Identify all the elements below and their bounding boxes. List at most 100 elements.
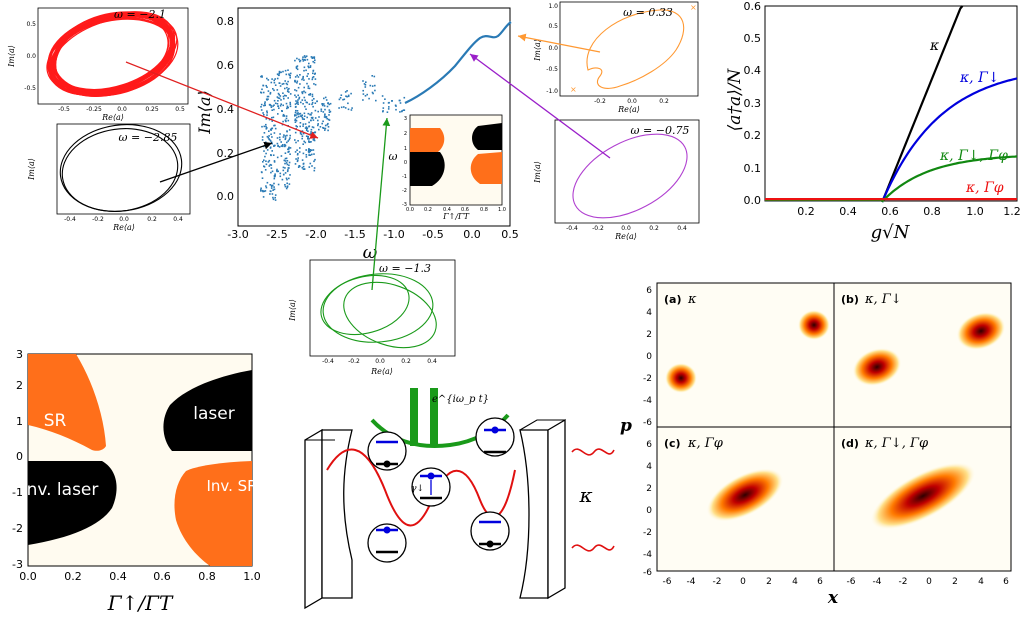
scatter-point [302, 123, 305, 125]
arrow-red [125, 61, 319, 139]
scatter-point [307, 149, 310, 151]
scatter-point [374, 84, 376, 87]
scatter-point [322, 111, 325, 113]
scatter-point [262, 161, 264, 163]
scatter-point [295, 109, 297, 112]
atom-1 [367, 431, 407, 471]
scatter-point [301, 116, 304, 119]
scatter-point [277, 183, 280, 186]
scatter-point [311, 153, 313, 156]
scatter-point [267, 79, 270, 81]
orbit-orange-marker-end: × [690, 3, 697, 12]
inset-xtick-5: 1.0 [498, 207, 506, 213]
orbit-purple-xtick-3: 0.2 [649, 225, 659, 232]
scatter-point [265, 152, 267, 155]
scatter-point [344, 91, 347, 93]
scatter-point [328, 103, 331, 106]
scatter-point [305, 55, 308, 57]
orbit-orange-xlabel: Re⟨a⟩ [617, 105, 640, 114]
scatter-point [274, 173, 276, 175]
scatter-point [296, 65, 299, 67]
scatter-point [273, 99, 276, 102]
scatter-point [288, 138, 291, 141]
scatter-point [276, 77, 279, 80]
phase-xtick-1: 0.2 [64, 570, 82, 583]
orbit-green-xtick-2: 0.0 [375, 358, 385, 365]
scatter-point [282, 145, 284, 148]
scatter-point [395, 105, 397, 107]
orbit-green-xtick-3: 0.2 [401, 358, 411, 365]
scatter-point [311, 95, 314, 98]
orbit-green-loop-3 [322, 273, 434, 343]
scatter-point [298, 151, 301, 153]
scatter-point [262, 91, 265, 94]
scatter-point [366, 93, 368, 96]
scatter-point [268, 118, 271, 121]
scatter-point [284, 138, 287, 141]
scatter-point [318, 128, 320, 131]
scatter-point [262, 190, 264, 193]
atom-2-electron [491, 426, 499, 434]
phase-label-sr: SR [44, 411, 67, 431]
orbit-orange-ytick-4: -1.0 [546, 88, 558, 95]
pn-xtick-3: 0.8 [923, 205, 941, 218]
scatter-point [302, 103, 304, 105]
inset-ytick-5: -2 [402, 188, 407, 194]
wigner-ytick-bot-6: -6 [643, 568, 652, 578]
scatter-point [307, 130, 309, 132]
scatter-point [308, 103, 311, 105]
scatter-point [270, 185, 273, 188]
wigner-xtick-left-1: -4 [687, 577, 696, 587]
orbit-orange-xtick-0: -0.2 [594, 98, 606, 105]
scatter-point [303, 115, 306, 117]
scatter-point [296, 110, 299, 112]
scatter-point [278, 82, 281, 84]
scatter-point [314, 83, 317, 86]
scatter-point [264, 102, 266, 105]
scatter-point [308, 138, 310, 140]
scatter-point [311, 76, 314, 79]
scatter-point [297, 153, 299, 155]
scatter-point [301, 58, 304, 60]
scatter-point [281, 83, 284, 85]
photon-number-frame [764, 5, 1018, 202]
scatter-point [295, 66, 298, 68]
scatter-point [307, 65, 309, 68]
scatter-point [267, 90, 270, 92]
scatter-point [279, 105, 282, 107]
scatter-point [299, 122, 302, 124]
scatter-point [301, 159, 304, 161]
inset-xtick-1: 0.2 [424, 207, 432, 213]
scatter-point [346, 95, 348, 98]
scatter-point [347, 102, 349, 105]
orbit-red-xtick-4: 0.5 [175, 106, 185, 113]
wigner-c-blob [706, 468, 784, 522]
scatter-point [314, 78, 317, 80]
wigner-xtick-left-4: 2 [766, 577, 772, 587]
scatter-point [306, 127, 309, 129]
scatter-point [373, 75, 376, 78]
phase-xtick-5: 1.0 [243, 570, 261, 583]
scatter-point [327, 102, 329, 104]
orbit-black-xtick-2: 0.0 [119, 216, 129, 223]
scatter-point [261, 125, 263, 128]
pn-xtick-5: 1.2 [1003, 205, 1021, 218]
pn-ylabel: ⟨a†a⟩/N [725, 68, 745, 132]
scatter-point [264, 101, 266, 103]
scatter-point [324, 96, 327, 99]
scatter-point [312, 76, 315, 78]
scatter-point [295, 141, 297, 144]
wigner-c-tag: (c) [664, 437, 681, 450]
pump-beam-right [430, 388, 438, 446]
scatter-point [284, 143, 286, 146]
scatter-point [324, 127, 327, 130]
inset-region-sr [410, 128, 445, 152]
orbit-green-xlabel: Re⟨a⟩ [370, 367, 393, 376]
scatter-point [364, 84, 367, 86]
scatter-point [343, 98, 346, 101]
scatter-point [267, 98, 269, 100]
pump-label: e^{iω_p t} [432, 394, 489, 405]
scatter-point [326, 105, 329, 108]
scatter-point [282, 92, 284, 94]
scatter-point [287, 150, 290, 153]
